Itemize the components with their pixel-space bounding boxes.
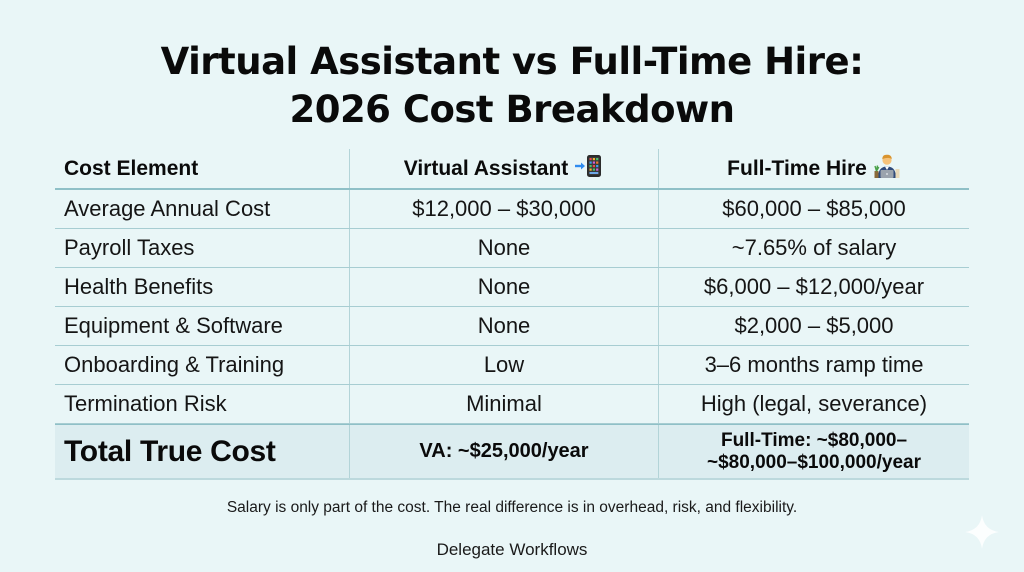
header-cost-element: Cost Element bbox=[55, 149, 349, 188]
cell-full-time-hire: 3–6 months ramp time bbox=[658, 346, 969, 384]
cell-virtual-assistant: None bbox=[349, 229, 658, 267]
cell-cost-element: Payroll Taxes bbox=[64, 235, 195, 260]
mobile-phone-arrow-icon bbox=[574, 154, 604, 184]
table-header-row: Cost Element Virtual Assistant bbox=[55, 149, 969, 190]
title-line-2: 2026 Cost Breakdown bbox=[289, 88, 735, 131]
cell-cost-element: Onboarding & Training bbox=[64, 352, 285, 377]
table-row: Average Annual Cost $12,000 – $30,000 $6… bbox=[55, 190, 969, 229]
cell-full-time-hire: High (legal, severance) bbox=[658, 385, 969, 423]
total-label: Total True Cost bbox=[64, 434, 276, 468]
cost-comparison-table: Cost Element Virtual Assistant bbox=[55, 149, 969, 480]
sparkle-icon bbox=[964, 514, 1000, 550]
caption: Salary is only part of the cost. The rea… bbox=[226, 499, 798, 516]
total-full-time-line-1: Full-Time: ~$80,000– bbox=[720, 429, 908, 451]
cell-cost-element: Equipment & Software bbox=[64, 313, 283, 338]
cell-full-time-hire: $6,000 – $12,000/year bbox=[658, 268, 969, 306]
cell-virtual-assistant: $12,000 – $30,000 bbox=[349, 190, 658, 228]
table-row: Equipment & Software None $2,000 – $5,00… bbox=[55, 307, 969, 346]
cell-virtual-assistant: Low bbox=[349, 346, 658, 384]
table-row: Onboarding & Training Low 3–6 months ram… bbox=[55, 346, 969, 385]
cell-virtual-assistant: Minimal bbox=[349, 385, 658, 423]
table-row: Health Benefits None $6,000 – $12,000/ye… bbox=[55, 268, 969, 307]
cell-cost-element: Termination Risk bbox=[64, 391, 227, 416]
cell-virtual-assistant: None bbox=[349, 307, 658, 345]
office-worker-icon bbox=[873, 154, 901, 184]
total-full-time-hire: Full-Time: ~$80,000– ~$80,000–$100,000/y… bbox=[658, 425, 969, 478]
total-virtual-assistant: VA: ~$25,000/year bbox=[349, 425, 658, 478]
header-label: Virtual Assistant bbox=[403, 156, 569, 180]
header-label: Full-Time Hire bbox=[727, 156, 867, 180]
cell-virtual-assistant: None bbox=[349, 268, 658, 306]
header-label: Cost Element bbox=[64, 156, 199, 180]
header-virtual-assistant: Virtual Assistant bbox=[349, 149, 658, 188]
total-full-time-line-2: ~$80,000–$100,000/year bbox=[707, 451, 921, 473]
cell-full-time-hire: ~7.65% of salary bbox=[658, 229, 969, 267]
cell-full-time-hire: $60,000 – $85,000 bbox=[658, 190, 969, 228]
total-row: Total True Cost VA: ~$25,000/year Full-T… bbox=[55, 424, 969, 480]
header-full-time-hire: Full-Time Hire bbox=[658, 149, 969, 188]
cell-full-time-hire: $2,000 – $5,000 bbox=[658, 307, 969, 345]
page-title: Virtual Assistant vs Full-Time Hire: 202… bbox=[0, 38, 1024, 134]
table-row: Termination Risk Minimal High (legal, se… bbox=[55, 385, 969, 424]
table-row: Payroll Taxes None ~7.65% of salary bbox=[55, 229, 969, 268]
title-line-1: Virtual Assistant vs Full-Time Hire: bbox=[160, 40, 864, 83]
cell-cost-element: Average Annual Cost bbox=[64, 196, 271, 221]
brand-name: Delegate Workflows bbox=[436, 540, 588, 559]
cell-cost-element: Health Benefits bbox=[64, 274, 214, 299]
